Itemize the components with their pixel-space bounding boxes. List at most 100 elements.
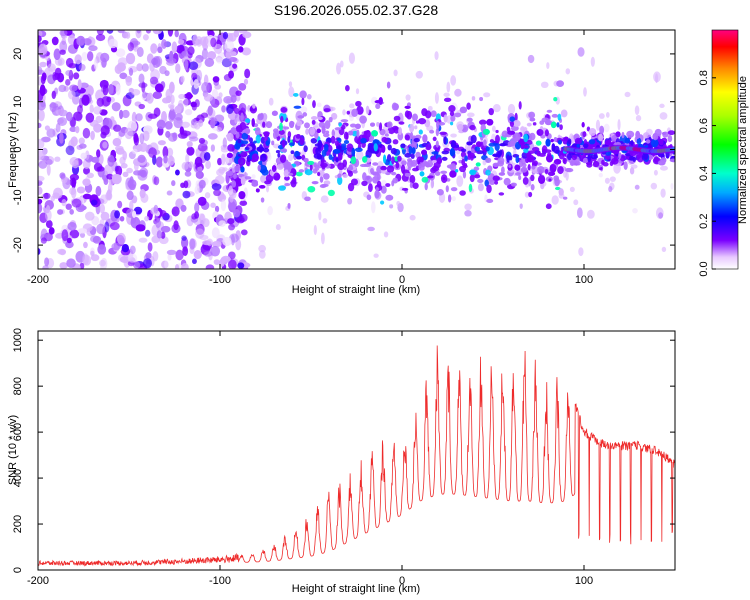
colorbar-gradient	[711, 29, 739, 270]
spectrogram-cell	[393, 103, 399, 111]
spectrogram-cell	[587, 154, 591, 163]
spectrogram-cell	[586, 209, 595, 219]
spectrogram-cell	[624, 91, 631, 98]
spectrogram-cell	[635, 115, 642, 122]
spectrogram-cell	[171, 132, 178, 138]
spectrogram-cell	[365, 105, 370, 115]
spectrogram-cell	[124, 127, 133, 140]
spectrogram-cell	[473, 166, 480, 171]
spectrogram-cell	[415, 120, 420, 124]
spectrogram-cell	[131, 111, 137, 124]
spectrogram-cell	[448, 194, 452, 203]
spectrogram-cell	[234, 165, 240, 173]
spectrogram-cell	[119, 72, 128, 80]
spectrogram-cell	[498, 172, 506, 176]
spectrogram-cell	[164, 70, 170, 77]
spectrogram-cell	[380, 200, 385, 205]
spectrogram-cell	[494, 180, 499, 185]
snr-x-tick-label: 100	[575, 575, 593, 587]
spectrogram-cell	[455, 169, 459, 173]
spectrogram-cell	[598, 133, 604, 142]
spectrogram-cell	[456, 150, 461, 155]
spectrogram-cell	[133, 206, 143, 215]
spectrogram-cell	[503, 177, 511, 186]
spectrogram-cell	[320, 162, 328, 168]
spectrogram-cell	[96, 97, 105, 107]
spectrogram-cell	[469, 169, 477, 176]
spectrogram-cell	[239, 200, 248, 206]
spectrogram-cell	[271, 165, 277, 173]
spectrogram-cell	[538, 175, 546, 184]
spectrogram-cell	[182, 190, 191, 199]
spectrogram-cell	[165, 130, 171, 138]
spectrogram-cell	[507, 140, 516, 147]
spectrogram-cell	[258, 185, 266, 189]
spectrogram-cell	[667, 134, 673, 143]
spectrogram-cell	[483, 139, 487, 147]
spectrogram-cell	[491, 125, 496, 132]
spectrogram-cell	[120, 163, 128, 169]
spectrogram-cell	[535, 140, 542, 146]
spectrogram-cell	[177, 99, 184, 110]
spectrogram-x-ticks: -200 -100 0 100	[27, 30, 593, 286]
spectrogram-cell	[99, 203, 105, 214]
spectrogram-cell	[156, 119, 166, 130]
spectrogram-cell	[276, 163, 284, 170]
spectrogram-cell	[404, 152, 412, 158]
colorbar-tick-label: 0.2	[698, 214, 710, 229]
spectrogram-cell	[305, 128, 309, 135]
spectrogram-cell	[466, 117, 473, 122]
spectrogram-cell	[142, 258, 153, 269]
spectrogram-cell	[450, 187, 458, 192]
spectrogram-cell	[332, 149, 341, 154]
spectrogram-cell	[658, 139, 664, 146]
spectrogram-cell	[85, 211, 95, 221]
spectrogram-cell	[38, 247, 41, 256]
spectrogram-cell	[528, 191, 533, 198]
spectrogram-cell	[51, 90, 57, 100]
spectrogram-cell	[57, 209, 64, 215]
spectrogram-cell	[351, 147, 356, 157]
snr-y-tick-label: 1000	[12, 328, 24, 352]
spectrogram-cell	[142, 34, 149, 41]
spectrogram-cell	[265, 185, 270, 193]
spectrogram-cell	[448, 105, 456, 113]
spectrogram-cell	[355, 150, 364, 160]
spectrogram-cell	[386, 165, 395, 173]
spectrogram-cell	[198, 137, 206, 144]
spectrogram-cell	[147, 242, 153, 252]
spectrogram-cell	[151, 57, 159, 66]
spectrogram-cell	[505, 161, 511, 165]
spectrogram-cell	[483, 92, 491, 98]
spectrogram-cell	[53, 187, 63, 199]
spectrogram-cell	[667, 130, 675, 136]
spectrogram-cell	[79, 232, 86, 238]
spectrogram-cell	[226, 132, 234, 142]
spectrogram-cell	[234, 118, 238, 124]
spectrogram-cell	[275, 224, 281, 231]
spectrogram-cell	[311, 181, 319, 185]
spectrogram-cell	[528, 111, 536, 119]
spectrogram-cell	[181, 235, 187, 241]
spectrogram-cell	[550, 138, 554, 143]
spectrogram-cell	[563, 136, 569, 142]
spectrogram-cell	[464, 203, 472, 211]
spectrogram-cell	[319, 176, 324, 183]
spectrogram-y-tick-label: 0	[12, 146, 24, 152]
spectrogram-y-tick-label: 20	[12, 48, 24, 60]
spectrogram-cell	[57, 248, 67, 255]
spectrogram-cell	[251, 153, 259, 162]
spectrogram-cell	[658, 212, 664, 219]
spectrogram-cell	[316, 153, 323, 160]
spectrogram-cell	[557, 139, 562, 145]
spectrogram-cell	[116, 232, 126, 245]
spectrogram-cell	[313, 224, 317, 236]
spectrogram-cell	[54, 156, 61, 162]
spectrogram-cell	[108, 38, 118, 49]
spectrogram-cell	[304, 122, 310, 129]
spectrogram-cell	[630, 140, 634, 147]
spectrogram-cell	[404, 105, 411, 109]
spectrogram-cell	[581, 122, 585, 128]
spectrogram-cell	[393, 69, 398, 77]
spectrogram-cell	[117, 30, 125, 34]
